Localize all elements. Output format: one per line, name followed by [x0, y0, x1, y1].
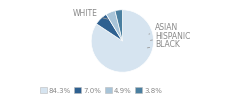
Text: BLACK: BLACK — [147, 40, 180, 49]
Wedge shape — [91, 10, 154, 72]
Text: WHITE: WHITE — [72, 9, 108, 19]
Legend: 84.3%, 7.0%, 4.9%, 3.8%: 84.3%, 7.0%, 4.9%, 3.8% — [37, 85, 165, 96]
Text: ASIAN: ASIAN — [149, 23, 178, 34]
Wedge shape — [115, 10, 122, 41]
Wedge shape — [106, 11, 122, 41]
Wedge shape — [96, 14, 122, 41]
Text: HISPANIC: HISPANIC — [150, 32, 191, 40]
